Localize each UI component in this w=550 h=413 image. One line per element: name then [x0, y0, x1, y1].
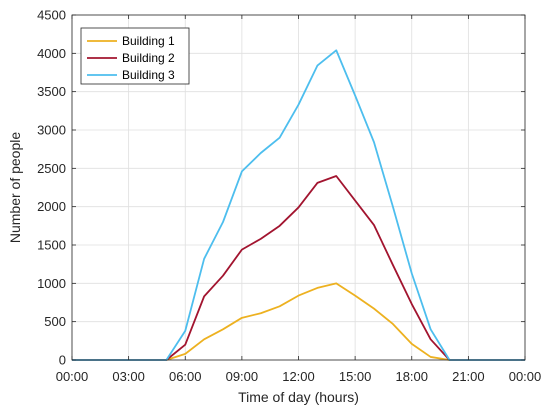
x-tick-label: 15:00 — [339, 369, 372, 384]
x-tick-label: 09:00 — [226, 369, 259, 384]
x-tick-label: 21:00 — [452, 369, 485, 384]
legend-label-3: Building 3 — [122, 68, 175, 82]
x-tick-label: 12:00 — [282, 369, 315, 384]
y-tick-label: 4500 — [37, 8, 66, 23]
x-tick-label: 00:00 — [56, 369, 89, 384]
y-tick-label: 2500 — [37, 161, 66, 176]
y-tick-label: 3000 — [37, 123, 66, 138]
y-tick-label: 1500 — [37, 238, 66, 253]
y-tick-label: 0 — [59, 353, 66, 368]
x-axis-label: Time of day (hours) — [238, 389, 359, 405]
y-tick-label: 500 — [44, 314, 66, 329]
x-tick-label: 00:00 — [509, 369, 542, 384]
ticks: 00:00 03:00 06:00 09:00 12:00 15:00 18:00 21:00… — [37, 8, 541, 385]
legend-label-1: Building 1 — [122, 34, 175, 48]
x-tick-label: 06:00 — [169, 369, 202, 384]
legend-label-2: Building 2 — [122, 51, 175, 65]
y-tick-label: 2000 — [37, 199, 66, 214]
x-tick-label: 18:00 — [395, 369, 428, 384]
legend: Building 1 Building 2 Building 3 — [80, 27, 190, 85]
x-tick-label: 03:00 — [112, 369, 145, 384]
y-tick-label: 1000 — [37, 276, 66, 291]
y-tick-label: 4000 — [37, 46, 66, 61]
y-tick-label: 3500 — [37, 84, 66, 99]
y-axis-label: Number of people — [7, 132, 23, 244]
